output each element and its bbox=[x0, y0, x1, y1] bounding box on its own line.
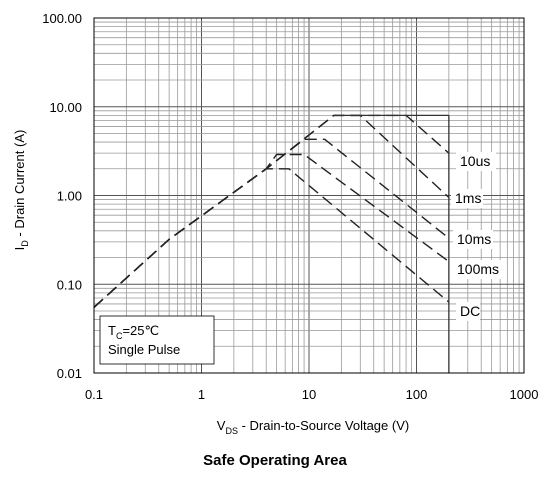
series-line-1ms bbox=[93, 114, 450, 308]
curve-label-bg bbox=[456, 302, 480, 321]
x-tick-label: 1000 bbox=[510, 387, 539, 402]
chart-curves bbox=[93, 114, 450, 308]
y-tick-labels: 0.01 0.10 1.00 10.00 100.00 bbox=[42, 11, 82, 381]
curve-label-100ms: 100ms bbox=[457, 261, 499, 277]
chart-title: Safe Operating Area bbox=[203, 452, 347, 469]
series-line-DC bbox=[93, 168, 450, 308]
curve-label-bg bbox=[453, 230, 493, 249]
x-axis-label: VDS - Drain-to-Source Voltage (V) bbox=[217, 418, 409, 436]
series-line-10us bbox=[93, 114, 450, 308]
y-tick-label: 100.00 bbox=[42, 11, 82, 26]
curve-label-10us: 10us bbox=[460, 153, 490, 169]
curve-label-bg bbox=[453, 260, 501, 279]
series-line-10ms bbox=[93, 138, 450, 308]
plot-frame bbox=[93, 17, 525, 374]
y-tick-label: 0.10 bbox=[57, 277, 82, 292]
curve-label-10ms: 10ms bbox=[457, 231, 491, 247]
y-tick-label: 10.00 bbox=[49, 100, 82, 115]
y-tick-label: 1.00 bbox=[57, 189, 82, 204]
curve-labels: DC 100ms 10ms 1ms 10us bbox=[451, 152, 501, 321]
y-tick-label: 0.01 bbox=[57, 366, 82, 381]
annotation-line2: Single Pulse bbox=[108, 342, 180, 357]
x-tick-label: 10 bbox=[302, 387, 316, 402]
x-tick-label: 0.1 bbox=[85, 387, 103, 402]
x-tick-label: 100 bbox=[406, 387, 428, 402]
x-tick-label: 1 bbox=[198, 387, 205, 402]
curve-label-bg bbox=[451, 189, 483, 208]
curve-label-bg bbox=[456, 152, 496, 171]
series-line-100ms bbox=[93, 153, 450, 308]
annotation-box: TC=25℃ Single Pulse bbox=[99, 315, 215, 365]
chart-boundary bbox=[333, 114, 450, 373]
y-axis-label: ID - Drain Current (A) bbox=[12, 130, 30, 251]
chart-grid bbox=[94, 18, 524, 373]
curve-label-1ms: 1ms bbox=[455, 190, 481, 206]
x-tick-labels: 0.1 1 10 100 1000 bbox=[85, 387, 539, 402]
curve-label-DC: DC bbox=[460, 303, 480, 319]
annotation-line1: TC=25℃ bbox=[108, 323, 159, 341]
